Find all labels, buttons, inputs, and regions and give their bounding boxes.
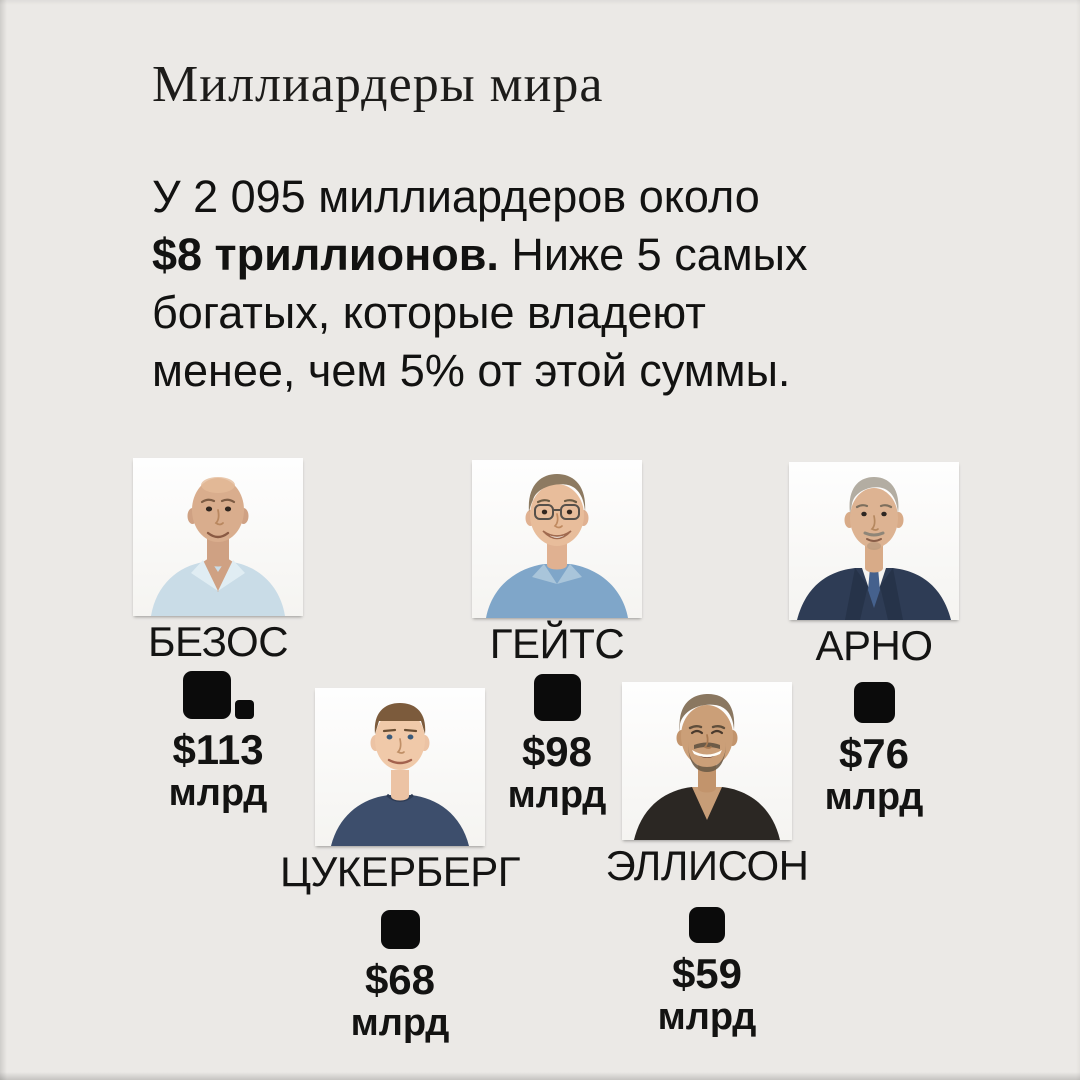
- photo-zuckerberg: [315, 688, 485, 846]
- wealth-value: $98: [521, 727, 593, 775]
- photo-ellison: [622, 682, 792, 840]
- wealth-square: [853, 681, 895, 723]
- wealth-squares-ellison: [689, 895, 725, 943]
- wealth-unit: млрд: [350, 1001, 450, 1044]
- billionaire-card-zuckerberg: ЦУКЕРБЕРГ $68 млрд: [280, 688, 521, 1044]
- wealth-unit: млрд: [507, 773, 607, 816]
- page-title: Миллиардеры мира: [152, 56, 604, 113]
- wealth-square: [182, 670, 231, 719]
- billionaire-name: ГЕЙТС: [489, 620, 625, 667]
- wealth-squares-zuckerberg: [380, 901, 420, 949]
- wealth-square: [533, 673, 581, 721]
- portrait-gates: [486, 474, 628, 618]
- wealth-unit: млрд: [657, 995, 757, 1038]
- wealth-value: $68: [364, 955, 436, 1003]
- wealth-square: [380, 909, 420, 949]
- billionaire-name: ЦУКЕРБЕРГ: [279, 848, 521, 895]
- wealth-unit: млрд: [824, 775, 924, 818]
- intro-line: У 2 095 миллиардеров около: [152, 171, 760, 222]
- intro-line: менее, чем 5% от этой суммы.: [152, 345, 791, 396]
- wealth-square-extra: [234, 699, 254, 719]
- wealth-squares-bezos: [182, 670, 254, 719]
- wealth-square: [689, 906, 725, 943]
- photo-bezos: [133, 458, 303, 616]
- wealth-value: $113: [172, 725, 264, 773]
- intro-line: богатых, которые владеют: [152, 287, 706, 338]
- wealth-unit: млрд: [168, 771, 268, 814]
- billionaire-name: БЕЗОС: [147, 618, 289, 665]
- billionaire-card-ellison: ЭЛЛИСОН $59 млрд: [605, 682, 810, 1038]
- wealth-value: $76: [838, 729, 910, 777]
- billionaire-card-arno: АРНО $76 млрд: [774, 462, 974, 816]
- wealth-value: $59: [671, 949, 743, 997]
- billionaire-name: ЭЛЛИСОН: [605, 842, 810, 889]
- billionaire-card-gates: ГЕЙТС $98 млрд: [457, 460, 657, 814]
- wealth-squares-gates: [533, 673, 581, 721]
- billionaire-name: АРНО: [815, 622, 933, 669]
- photo-gates: [472, 460, 642, 618]
- intro-text: У 2 095 миллиардеров около $8 триллионов…: [152, 168, 808, 400]
- portrait-arno: [797, 477, 951, 620]
- portrait-bezos: [151, 477, 285, 616]
- intro-line: $8 триллионов. Ниже 5 самых: [152, 229, 808, 280]
- billionaire-card-bezos: БЕЗОС $113 млрд: [118, 458, 318, 812]
- portrait-zuckerberg: [331, 703, 469, 846]
- photo-arno: [789, 462, 959, 620]
- portrait-ellison: [634, 694, 780, 840]
- wealth-squares-arno: [853, 675, 895, 723]
